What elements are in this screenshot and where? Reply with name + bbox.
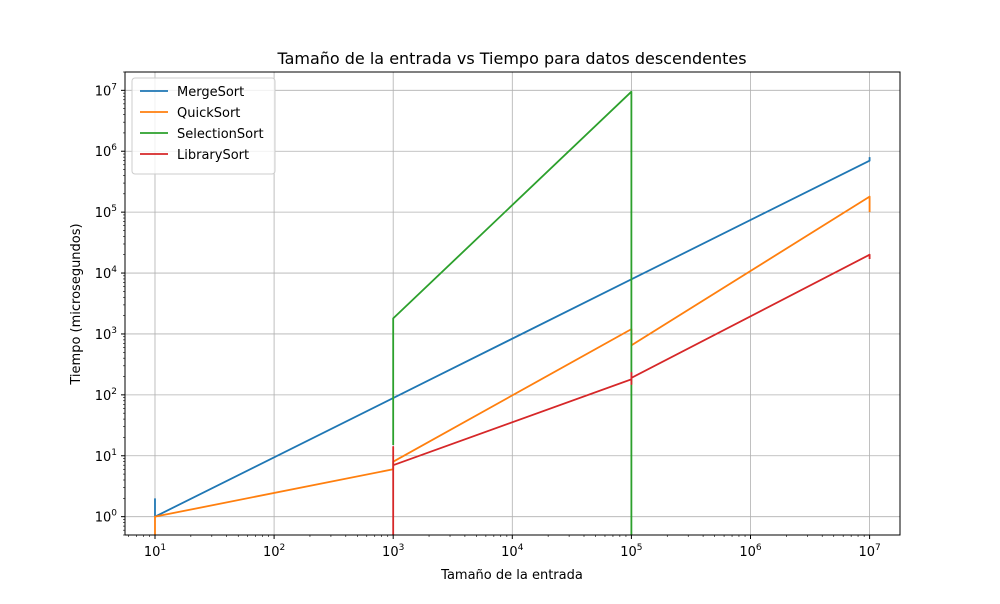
y-tick-label: 104 [95, 265, 118, 282]
y-tick-label: 100 [95, 509, 118, 526]
legend-label-selectionsort: SelectionSort [177, 127, 264, 142]
legend-label-mergesort: MergeSort [177, 85, 244, 100]
y-tick-label: 105 [95, 204, 117, 221]
x-tick-label: 104 [501, 543, 524, 560]
series-layer [154, 90, 871, 535]
y-tick-label: 106 [95, 143, 118, 160]
y-axis-label: Tiempo (microsegundos) [69, 223, 84, 385]
y-axis: 100 101 102 103 104 105 106 107 [95, 71, 125, 536]
x-tick-label: 103 [382, 543, 404, 560]
series-line-librarysort [392, 253, 871, 535]
series-line-quicksort [154, 195, 871, 535]
series-line-selectionsort [392, 90, 633, 535]
y-tick-label: 107 [95, 82, 117, 99]
x-tick-label: 101 [144, 543, 166, 560]
legend-label-librarysort: LibrarySort [177, 148, 249, 163]
x-tick-label: 102 [263, 543, 285, 560]
series-line-mergesort [154, 157, 871, 518]
y-tick-label: 101 [95, 448, 117, 465]
x-axis-label: Tamaño de la entrada [440, 568, 583, 583]
x-axis: 101 102 103 104 105 106 107 [128, 535, 881, 560]
x-tick-label: 106 [739, 543, 762, 560]
legend: MergeSort QuickSort SelectionSort LibrarySo… [131, 77, 276, 175]
y-tick-label: 103 [95, 326, 117, 343]
y-tick-label: 102 [95, 387, 117, 404]
chart-title: Tamaño de la entrada vs Tiempo para dato… [276, 49, 746, 68]
legend-box [131, 77, 276, 175]
x-tick-label: 105 [620, 543, 642, 560]
grid [125, 72, 900, 535]
legend-label-quicksort: QuickSort [177, 106, 240, 121]
x-tick-label: 107 [858, 543, 880, 560]
